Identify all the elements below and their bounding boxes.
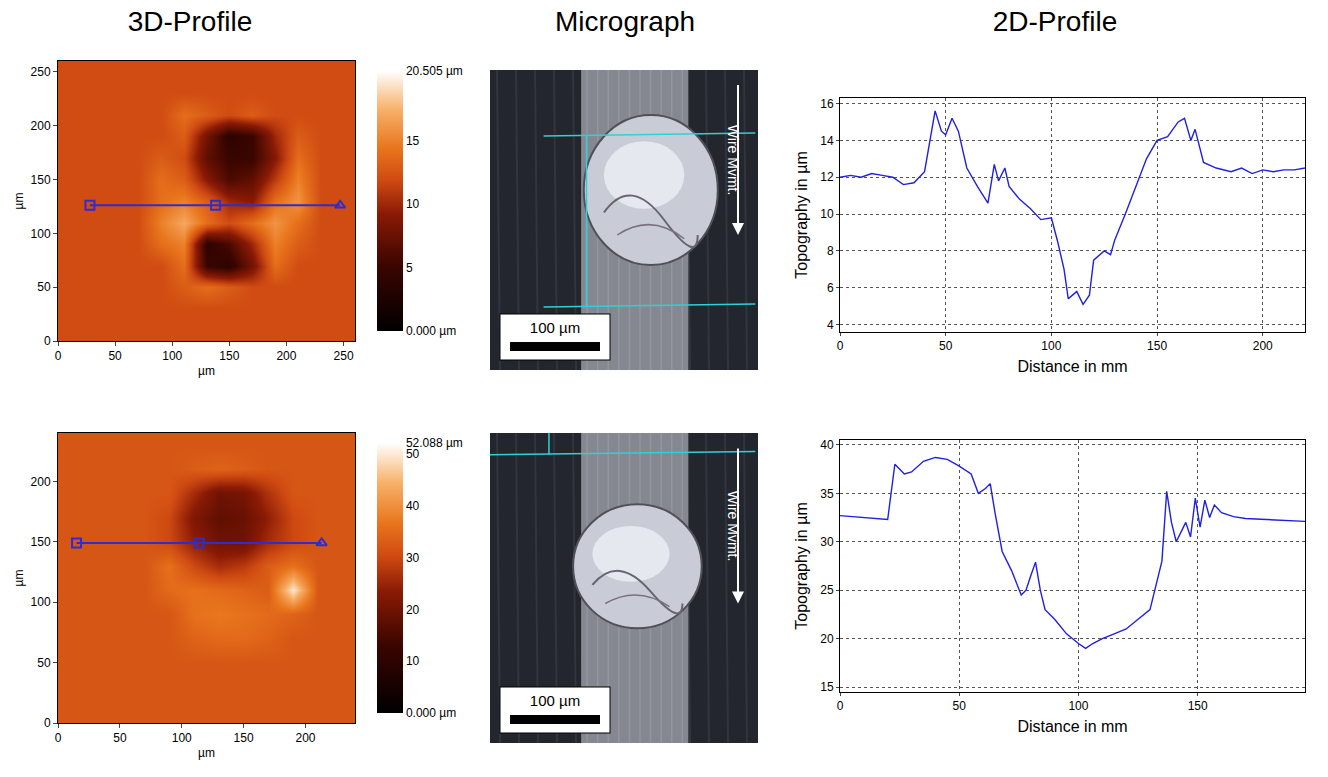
- svg-text:Topography in µm: Topography in µm: [793, 151, 810, 279]
- svg-text:100: 100: [1068, 699, 1088, 713]
- svg-text:200: 200: [276, 349, 296, 363]
- svg-text:25: 25: [820, 583, 834, 597]
- svg-text:5: 5: [406, 261, 413, 275]
- svg-text:Wire Mvmt.: Wire Mvmt.: [725, 491, 741, 562]
- svg-text:100: 100: [31, 227, 51, 241]
- svg-text:µm: µm: [12, 570, 26, 587]
- svg-text:20.505 µm: 20.505 µm: [406, 64, 463, 78]
- svg-text:0: 0: [44, 334, 51, 348]
- svg-text:Topography in µm: Topography in µm: [793, 502, 810, 630]
- svg-text:100: 100: [162, 349, 182, 363]
- svg-text:10: 10: [820, 207, 834, 221]
- svg-text:50: 50: [108, 349, 122, 363]
- svg-text:100 µm: 100 µm: [530, 319, 580, 336]
- svg-text:20: 20: [820, 632, 834, 646]
- svg-text:150: 150: [31, 173, 51, 187]
- svg-text:Distance in mm: Distance in mm: [1017, 718, 1127, 735]
- svg-text:40: 40: [406, 499, 420, 513]
- svg-text:µm: µm: [12, 193, 26, 210]
- svg-text:10: 10: [406, 654, 420, 668]
- svg-text:250: 250: [31, 65, 51, 79]
- svg-text:12: 12: [820, 170, 834, 184]
- svg-text:100 µm: 100 µm: [530, 692, 580, 709]
- svg-text:Distance in mm: Distance in mm: [1017, 358, 1127, 375]
- svg-text:µm: µm: [198, 746, 215, 760]
- svg-text:µm: µm: [198, 364, 215, 378]
- svg-text:35: 35: [820, 487, 834, 501]
- svg-text:200: 200: [31, 475, 51, 489]
- svg-text:50: 50: [37, 280, 51, 294]
- html-text:2D-Profile: 2D-Profile: [992, 6, 1118, 37]
- svg-text:150: 150: [1188, 699, 1208, 713]
- svg-text:200: 200: [295, 731, 315, 745]
- svg-text:40: 40: [820, 438, 834, 452]
- svg-text:100: 100: [31, 595, 51, 609]
- svg-text:52.088 µm: 52.088 µm: [406, 436, 463, 450]
- svg-text:4: 4: [827, 318, 834, 332]
- svg-text:50: 50: [953, 699, 967, 713]
- svg-text:8: 8: [827, 244, 834, 258]
- svg-text:30: 30: [406, 551, 420, 565]
- svg-text:16: 16: [820, 97, 834, 111]
- svg-text:Wire Mvmt.: Wire Mvmt.: [725, 125, 741, 196]
- svg-text:14: 14: [820, 134, 834, 148]
- svg-text:150: 150: [219, 349, 239, 363]
- svg-text:50: 50: [939, 339, 953, 353]
- svg-text:200: 200: [31, 119, 51, 133]
- svg-text:20: 20: [406, 603, 420, 617]
- svg-text:0.000 µm: 0.000 µm: [406, 324, 456, 338]
- html-text:3D-Profile: 3D-Profile: [127, 6, 253, 37]
- svg-text:100: 100: [172, 731, 192, 745]
- svg-text:0: 0: [837, 699, 844, 713]
- svg-text:200: 200: [1253, 339, 1273, 353]
- svg-text:0: 0: [837, 339, 844, 353]
- svg-text:15: 15: [406, 134, 420, 148]
- svg-text:6: 6: [827, 281, 834, 295]
- svg-text:100: 100: [1041, 339, 1061, 353]
- svg-text:250: 250: [334, 349, 354, 363]
- svg-text:0: 0: [44, 716, 51, 730]
- svg-text:0: 0: [55, 349, 62, 363]
- svg-text:30: 30: [820, 535, 834, 549]
- svg-text:10: 10: [406, 197, 420, 211]
- svg-text:150: 150: [1147, 339, 1167, 353]
- svg-text:50: 50: [113, 731, 127, 745]
- svg-text:0.000 µm: 0.000 µm: [406, 706, 456, 720]
- svg-text:50: 50: [37, 656, 51, 670]
- svg-text:15: 15: [820, 680, 834, 694]
- html-text:Micrograph: Micrograph: [555, 6, 695, 37]
- svg-text:0: 0: [55, 731, 62, 745]
- svg-text:150: 150: [234, 731, 254, 745]
- svg-text:50: 50: [406, 447, 420, 461]
- svg-text:150: 150: [31, 535, 51, 549]
